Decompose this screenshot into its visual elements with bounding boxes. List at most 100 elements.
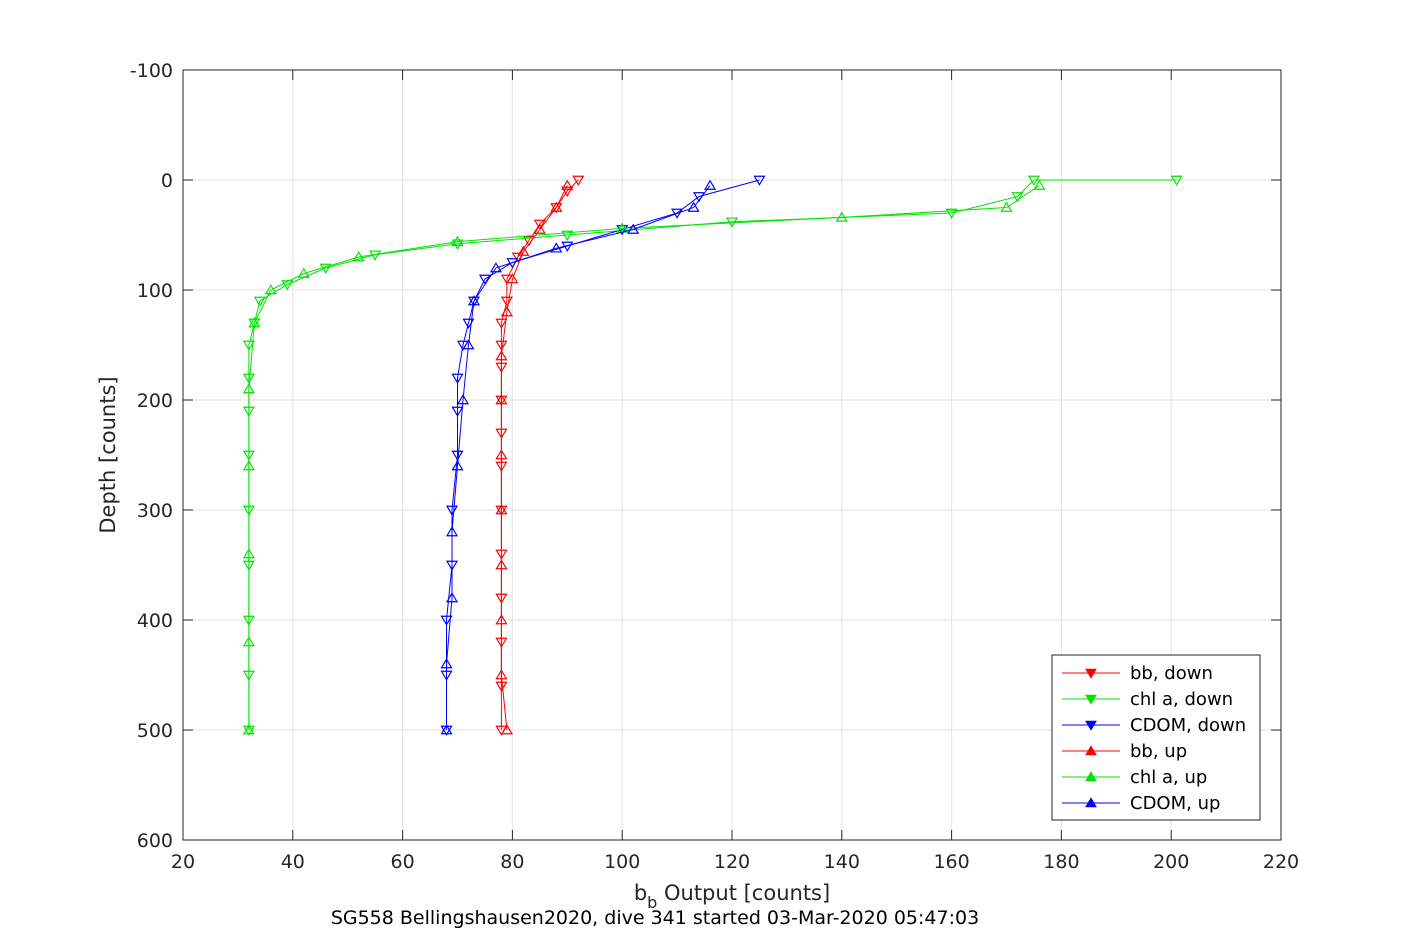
data-point	[835, 211, 848, 222]
data-point	[445, 592, 459, 603]
data-point	[1170, 175, 1183, 186]
data-point	[753, 175, 766, 186]
data-point	[451, 239, 464, 250]
data-point	[495, 394, 508, 405]
data-point	[517, 245, 530, 256]
x-tick-label: 160	[933, 851, 969, 873]
y-tick-label: -100	[130, 60, 173, 82]
data-point	[1000, 201, 1013, 212]
legend-marker	[1085, 720, 1097, 731]
data-point	[495, 504, 508, 515]
data-point	[319, 263, 332, 274]
x-tick-label: 220	[1263, 851, 1299, 873]
y-axis-label: Depth [counts]	[96, 376, 120, 533]
legend-marker	[1085, 694, 1097, 705]
data-point	[489, 262, 502, 273]
data-point	[1033, 179, 1046, 190]
data-point	[561, 230, 574, 241]
legend-entry: bb, up	[1130, 741, 1187, 762]
x-tick-label: 40	[281, 851, 305, 873]
data-point	[297, 267, 310, 278]
legend-marker	[1085, 797, 1097, 808]
data-point	[440, 724, 453, 735]
legend-entry: chl a, up	[1130, 767, 1207, 788]
series-line	[446, 185, 711, 730]
data-point	[550, 201, 563, 212]
data-point	[451, 406, 464, 417]
data-point	[511, 252, 524, 263]
data-point	[478, 274, 491, 285]
data-point	[456, 394, 470, 405]
x-axis-label: bb Output [counts]	[634, 881, 830, 912]
data-point	[352, 251, 365, 262]
x-tick-label: 200	[1153, 851, 1189, 873]
data-point	[451, 373, 464, 384]
data-point	[495, 350, 508, 361]
data-point	[945, 208, 958, 219]
data-point	[451, 450, 464, 461]
data-point	[495, 318, 508, 329]
data-point	[242, 383, 255, 394]
data-point	[500, 296, 513, 307]
data-point	[1027, 175, 1040, 186]
data-point	[495, 559, 508, 570]
x-tick-label: 100	[604, 851, 640, 873]
legend-entry: CDOM, down	[1130, 715, 1246, 736]
legend-entry: CDOM, up	[1130, 793, 1220, 814]
data-point	[627, 223, 640, 234]
y-tick-label: 600	[137, 830, 173, 852]
series-layer	[242, 175, 1183, 736]
legend-entry: chl a, down	[1130, 689, 1233, 710]
data-point	[550, 242, 563, 253]
data-point	[451, 235, 464, 246]
data-point	[1011, 192, 1024, 203]
legend-entry: bb, down	[1130, 663, 1213, 684]
series-3	[495, 179, 574, 735]
data-point	[440, 658, 453, 669]
data-point	[242, 548, 255, 559]
data-point	[671, 208, 684, 219]
data-point	[445, 526, 459, 537]
data-point	[616, 225, 629, 236]
series-5	[440, 179, 717, 735]
data-point	[506, 273, 519, 284]
y-tick-label: 100	[137, 280, 173, 302]
data-point	[242, 636, 255, 647]
data-point	[561, 179, 574, 190]
x-tick-label: 180	[1043, 851, 1079, 873]
y-tick-label: 0	[161, 170, 173, 192]
caption: SG558 Bellingshausen2020, dive 341 start…	[331, 907, 979, 929]
data-point	[248, 317, 261, 328]
data-point	[687, 201, 700, 212]
legend-box	[1051, 654, 1261, 821]
data-point	[500, 724, 513, 735]
data-point	[703, 179, 717, 190]
x-tick-label: 60	[391, 851, 415, 873]
data-point	[242, 340, 255, 351]
data-point	[253, 296, 266, 307]
y-tick-label: 200	[137, 390, 173, 412]
x-tick-label: 120	[714, 851, 750, 873]
series-line	[248, 185, 1040, 730]
data-point	[242, 724, 255, 735]
data-point	[533, 219, 546, 230]
data-point	[572, 175, 585, 186]
data-point	[495, 681, 508, 692]
legend-marker	[1085, 668, 1097, 679]
data-point	[462, 339, 475, 350]
data-point	[264, 284, 277, 295]
legend-marker	[1085, 745, 1097, 756]
x-tick-label: 140	[824, 851, 860, 873]
data-point	[451, 460, 464, 471]
data-point	[500, 306, 513, 317]
data-point	[281, 280, 294, 291]
data-point	[533, 223, 546, 234]
legend-marker	[1085, 771, 1097, 782]
data-point	[242, 460, 255, 471]
data-point	[242, 373, 255, 384]
x-tick-label: 80	[500, 851, 524, 873]
series-4	[242, 179, 1046, 735]
data-point	[495, 614, 508, 625]
data-point	[467, 295, 481, 306]
